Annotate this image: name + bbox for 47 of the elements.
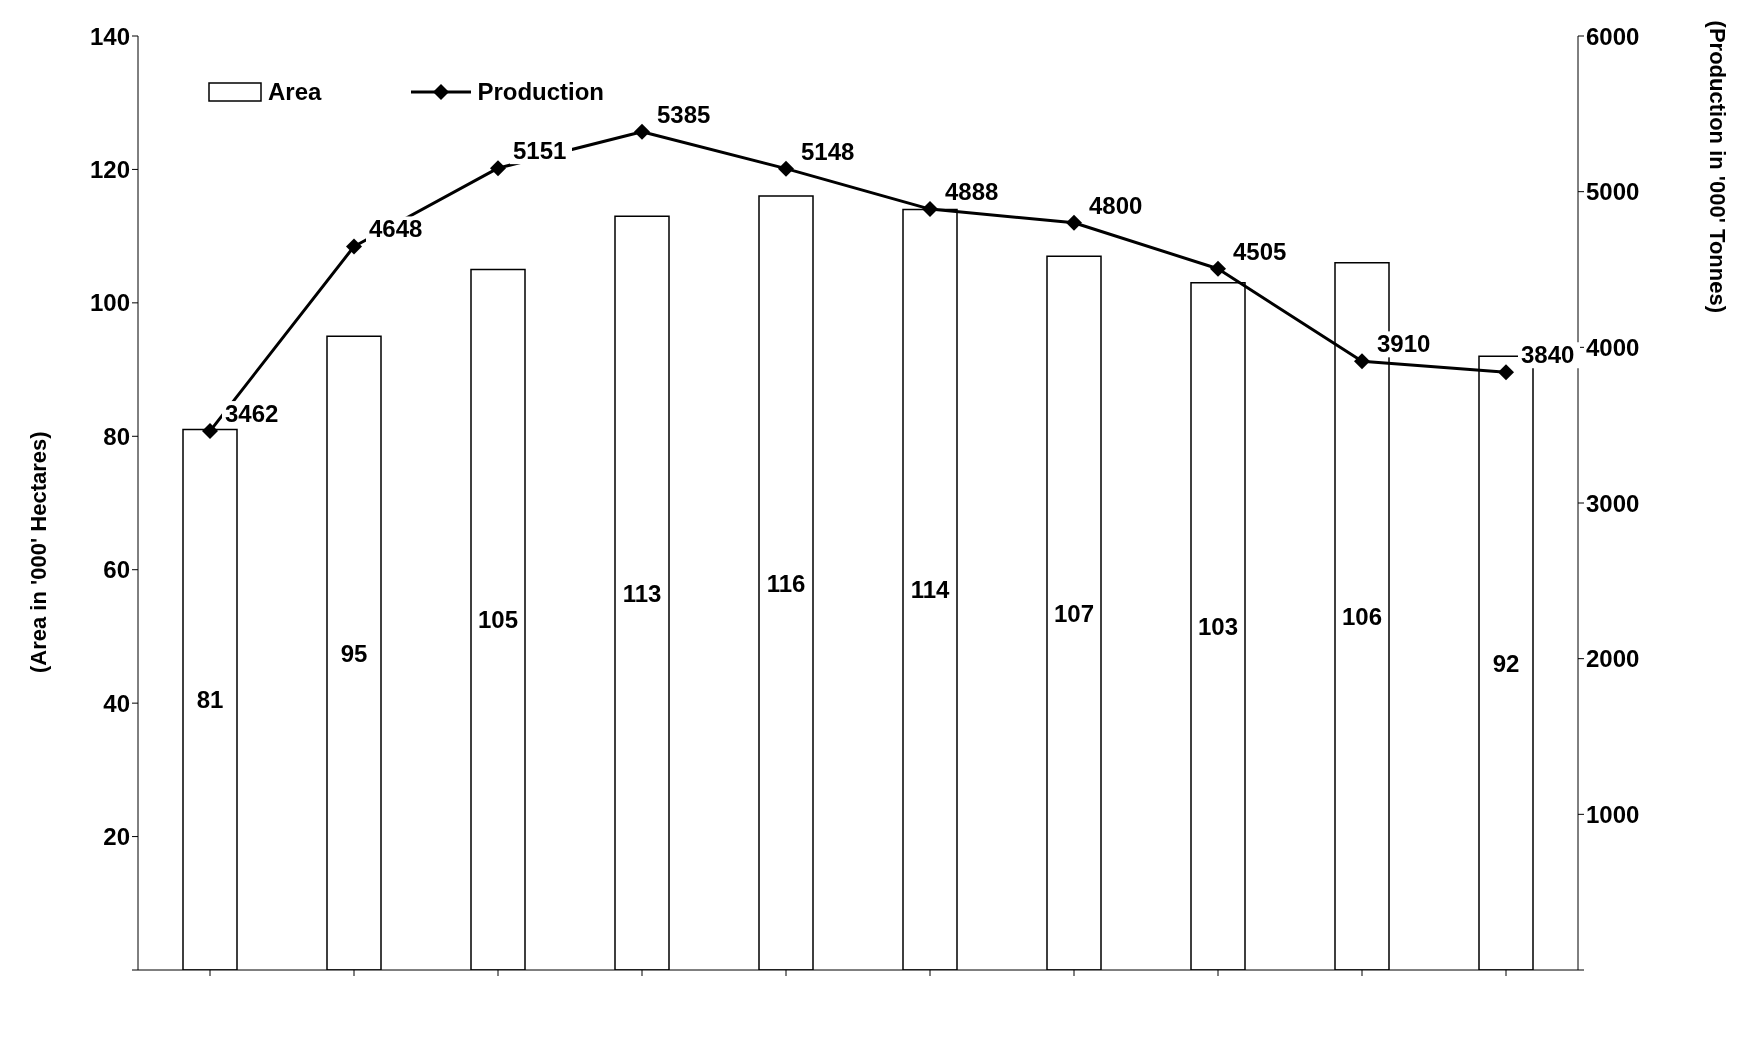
y-tick-label: 20 xyxy=(103,823,130,851)
data-label: 3840 xyxy=(1521,341,1575,369)
point xyxy=(490,160,506,177)
y-axis-title: (Area in '000' Hectares) xyxy=(25,431,51,673)
point xyxy=(1354,353,1370,370)
y2-tick-label: 4000 xyxy=(1586,333,1640,361)
data-label: 114 xyxy=(910,576,951,604)
y-tick-label: 140 xyxy=(89,22,130,50)
y2-tick-label: 1000 xyxy=(1586,800,1640,828)
data-label: 3910 xyxy=(1377,330,1431,358)
y-tick-label: 100 xyxy=(89,289,130,317)
data-label: 105 xyxy=(477,606,519,634)
data-label: 81 xyxy=(196,686,224,714)
y-tick-label: 120 xyxy=(89,155,130,183)
point xyxy=(1498,364,1514,381)
point xyxy=(346,238,362,255)
y-tick-label: 60 xyxy=(103,556,130,584)
y2-tick-label: 2000 xyxy=(1586,645,1640,673)
y-tick-label: 80 xyxy=(103,422,130,450)
y2-axis-title: (Production in '000' Tonnes) xyxy=(1705,20,1731,313)
data-label: 5385 xyxy=(657,100,711,128)
data-label: 113 xyxy=(622,579,662,607)
point xyxy=(1066,214,1082,231)
point xyxy=(202,423,218,440)
data-label: 92 xyxy=(1492,649,1520,677)
point xyxy=(922,201,938,218)
data-label: 5151 xyxy=(513,137,567,165)
point xyxy=(1210,260,1226,277)
data-label: 116 xyxy=(766,569,806,597)
data-label: 106 xyxy=(1341,602,1383,630)
data-label: 3462 xyxy=(225,400,279,428)
data-label: 4888 xyxy=(945,178,999,206)
y2-tick-label: 6000 xyxy=(1586,22,1640,50)
data-label: 95 xyxy=(340,639,368,667)
data-label: 103 xyxy=(1197,612,1239,640)
legend-label: Production xyxy=(477,78,605,106)
data-label: 4505 xyxy=(1233,237,1287,265)
point xyxy=(634,123,650,140)
data-label: 5148 xyxy=(801,137,855,165)
y-tick-label: 40 xyxy=(103,689,130,717)
data-label: 4800 xyxy=(1089,191,1143,219)
data-label: 4648 xyxy=(369,215,423,243)
y2-tick-label: 3000 xyxy=(1586,489,1640,517)
data-label: 107 xyxy=(1053,599,1095,627)
y2-tick-label: 5000 xyxy=(1586,178,1640,206)
point xyxy=(778,160,794,177)
legend-label: Area xyxy=(268,78,322,106)
